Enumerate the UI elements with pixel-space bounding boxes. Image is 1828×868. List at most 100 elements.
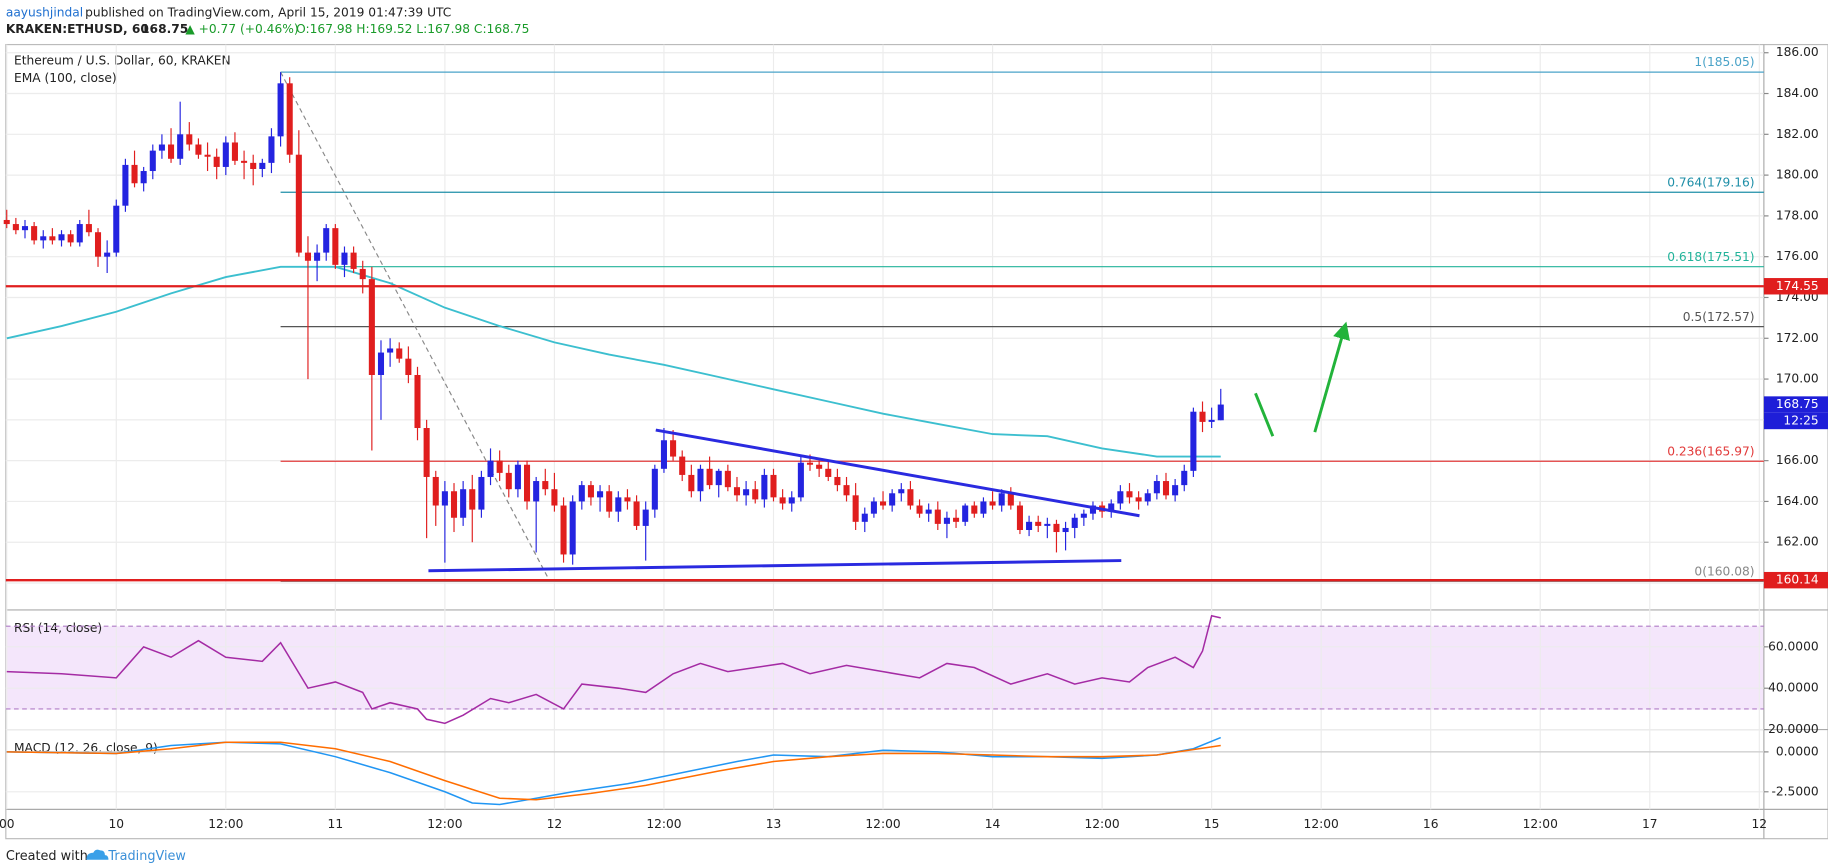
candle-body (85, 224, 92, 233)
y-tick-label: 184.00 (1776, 86, 1819, 100)
candle-body (514, 464, 521, 490)
candle-body (1217, 404, 1224, 421)
candle-body (304, 252, 311, 261)
y-tick-label: -2.5000 (1771, 784, 1818, 798)
candle-body (250, 162, 257, 169)
candle-body (377, 352, 385, 375)
y-tick-label: 186.00 (1776, 45, 1819, 59)
candle-body (779, 497, 786, 504)
candle-body (149, 150, 156, 172)
fib-label: 1(185.05) (1694, 55, 1754, 69)
candle-body (131, 164, 138, 184)
x-tick-label: 10 (108, 817, 124, 831)
candle-body (441, 491, 448, 506)
candle-body (715, 470, 722, 486)
candle-body (660, 440, 667, 469)
x-tick-label: 11 (328, 817, 344, 831)
candle-body (925, 509, 932, 514)
candle-body (852, 495, 859, 522)
candle-body (195, 144, 202, 155)
candle-body (140, 171, 147, 184)
candle-body (834, 476, 841, 486)
candle-body (1035, 521, 1042, 526)
rsi-band (5, 626, 1764, 710)
candle-body (286, 83, 293, 155)
candle-body (1108, 503, 1115, 512)
candle-body (770, 474, 777, 498)
y-tick-label: 164.00 (1776, 494, 1819, 508)
candle-body (889, 493, 896, 506)
y-tick-label: 180.00 (1776, 168, 1819, 182)
trend-line (655, 428, 1140, 518)
countdown-label: 12:25 (1783, 413, 1818, 427)
candle-body (323, 228, 330, 253)
x-tick-label: 17 (1642, 817, 1658, 831)
candle-body (231, 142, 238, 161)
footer-brand[interactable]: TradingView (107, 849, 185, 864)
candle-body (1089, 505, 1097, 514)
ema-legend: EMA (100, close) (14, 71, 117, 85)
candle-body (158, 144, 165, 151)
countdown-tag (1763, 412, 1828, 430)
change: ▲ +0.77 (+0.46%) (185, 22, 298, 36)
candle-body (1062, 527, 1069, 533)
candle-body (524, 464, 531, 502)
candle-body (879, 501, 887, 506)
y-tick-label: 178.00 (1776, 208, 1819, 222)
fib-label: 0.618(175.51) (1667, 250, 1754, 264)
candle-body (797, 462, 804, 498)
candle-body (724, 470, 731, 488)
candle-body (104, 252, 111, 257)
candle-body (49, 236, 56, 241)
candle-body (1007, 493, 1014, 506)
candle-body (1181, 470, 1188, 486)
candle-body (1053, 523, 1060, 533)
candle-body (597, 491, 604, 498)
last-quote: 168.75 (141, 22, 188, 36)
candle-body (816, 464, 823, 469)
rsi-title: RSI (14, close) (14, 621, 102, 635)
author[interactable]: aayushjindal (6, 5, 83, 19)
footer-text: Created with (6, 849, 88, 864)
arrow (1254, 392, 1275, 437)
candle-body (980, 501, 987, 514)
candle-body (1071, 517, 1078, 528)
fib-label: 0.764(179.16) (1667, 175, 1754, 189)
logo (86, 849, 109, 860)
candle-body (697, 468, 704, 492)
candle-body (578, 485, 585, 502)
candle-body (359, 268, 366, 280)
x-tick-label: 15 (1204, 817, 1220, 831)
x-tick-label: 13 (766, 817, 782, 831)
candle-body (122, 164, 129, 206)
candle-body (806, 462, 814, 465)
candle-body (222, 142, 229, 167)
candle-body (560, 505, 567, 555)
candle-body (971, 505, 978, 514)
candle-body (916, 505, 923, 514)
candle-body (414, 374, 421, 429)
candle-body (752, 489, 759, 500)
candle-body (341, 252, 348, 265)
candle-body (1026, 521, 1033, 530)
candle-body (642, 509, 649, 526)
x-tick-label: 16 (1423, 817, 1439, 831)
candle-body (1135, 497, 1142, 502)
candle-body (1162, 481, 1170, 496)
candle-body (177, 134, 184, 159)
candle-body (733, 487, 741, 496)
candle-body (241, 160, 248, 163)
candle-body (1190, 411, 1197, 471)
candle-body (962, 505, 969, 522)
candle-body (113, 205, 120, 253)
x-tick-label: 00 (0, 817, 15, 831)
candle-body (368, 279, 375, 375)
fib-label: 0.236(165.97) (1667, 444, 1754, 458)
candle-body (387, 348, 394, 353)
y-tick-label: 166.00 (1776, 453, 1819, 467)
candle-body (861, 513, 868, 522)
level-tag (1763, 278, 1828, 295)
candle-body (788, 497, 795, 504)
candle-body (1208, 419, 1215, 422)
